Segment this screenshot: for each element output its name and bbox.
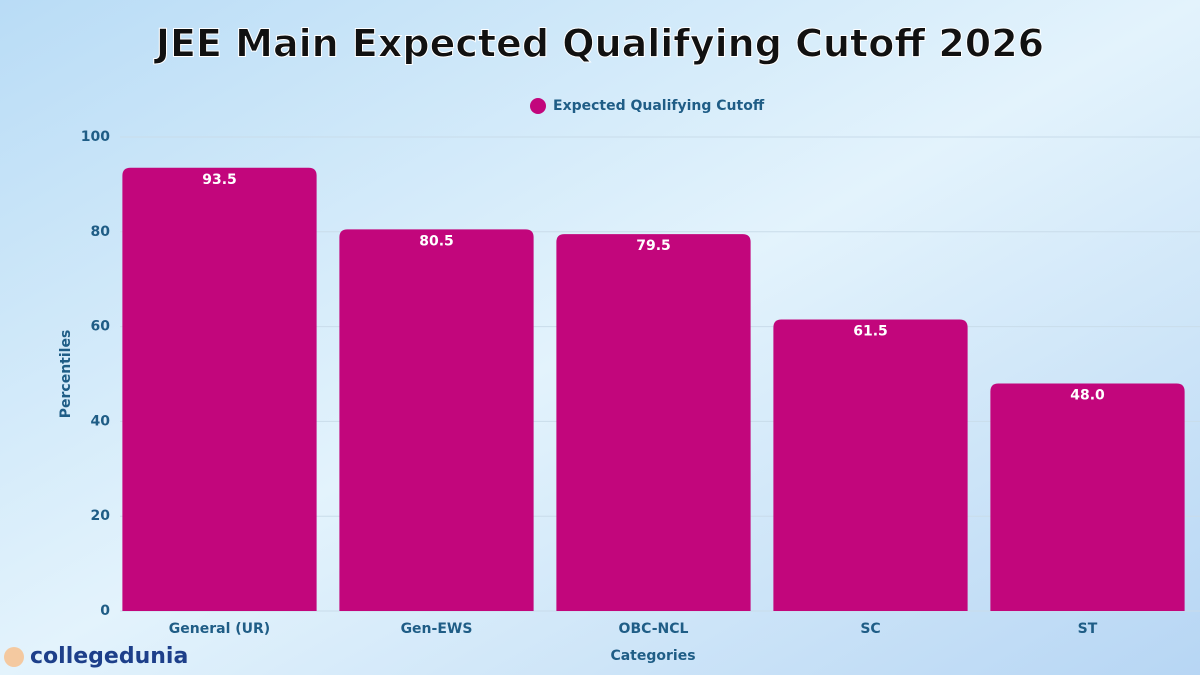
x-tick-label: SC [860,621,880,637]
logo-icon [4,647,24,667]
bar [773,319,968,611]
y-tick-label: 40 [91,413,111,429]
bar [339,229,534,611]
x-tick-label: General (UR) [169,621,270,637]
y-tick-label: 100 [81,129,110,145]
bar [556,234,751,612]
bar [122,167,317,611]
x-tick-label: Gen-EWS [401,621,473,637]
data-label: 93.5 [202,172,237,188]
x-axis-label: Categories [610,648,695,664]
watermark: collegedunia [4,644,188,669]
legend-label: Expected Qualifying Cutoff [553,98,765,114]
data-label: 48.0 [1070,387,1105,403]
x-tick-label: ST [1078,621,1098,637]
logo-text: collegedunia [30,644,188,669]
data-label: 79.5 [636,238,671,254]
legend-marker [530,98,546,114]
data-label: 80.5 [419,233,454,249]
x-tick-label: OBC-NCL [619,621,689,637]
y-tick-label: 80 [91,224,111,240]
data-label: 61.5 [853,323,888,339]
y-axis-label: Percentiles [58,330,74,419]
y-tick-label: 60 [91,319,111,335]
y-tick-label: 20 [91,508,111,524]
bar [990,383,1185,611]
y-tick-label: 0 [100,603,110,619]
chart-title: JEE Main Expected Qualifying Cutoff 2026 [153,22,1044,66]
